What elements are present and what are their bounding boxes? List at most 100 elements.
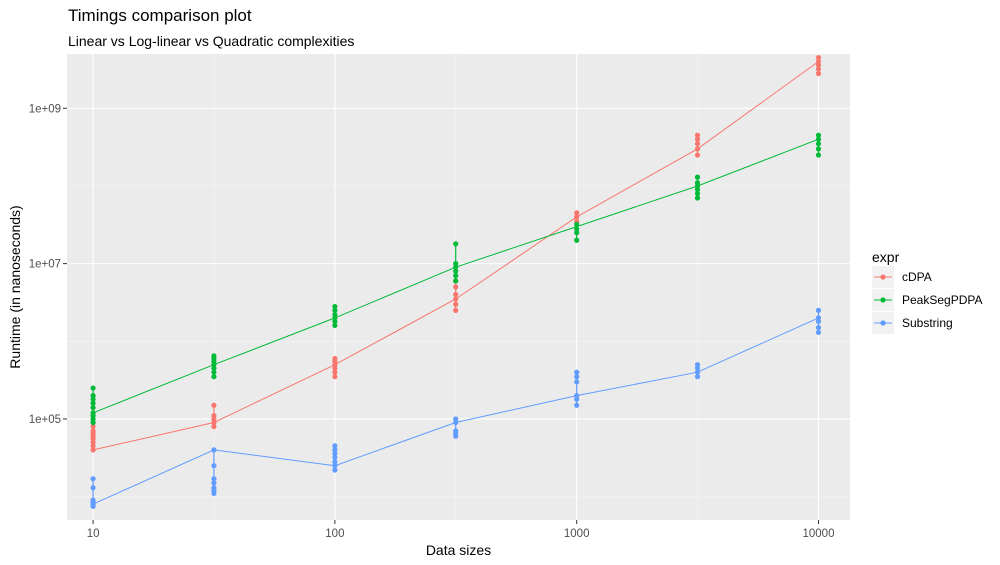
data-point: [815, 66, 822, 72]
data-point: [574, 214, 580, 220]
y-tick-label: 1e+05: [29, 414, 61, 426]
data-point: [453, 296, 459, 302]
data-point: [332, 443, 338, 449]
data-point: [694, 369, 701, 375]
data-point: [332, 307, 338, 313]
data-point: [332, 450, 338, 457]
data-point: [815, 307, 822, 313]
data-point: [211, 480, 217, 486]
data-point: [211, 476, 217, 482]
data-point: [815, 58, 822, 65]
plot-panel: [67, 54, 850, 520]
data-point: [332, 318, 338, 325]
data-point: [211, 419, 217, 426]
data-point: [815, 152, 822, 158]
data-point: [815, 315, 822, 321]
data-point: [815, 329, 822, 336]
data-point: [453, 261, 459, 267]
data-point: [453, 264, 459, 270]
data-point: [574, 379, 580, 385]
data-point: [90, 396, 96, 402]
x-axis-title: Data sizes: [426, 542, 491, 558]
data-point: [211, 402, 217, 408]
data-point: [453, 307, 459, 313]
data-point: [90, 443, 96, 449]
data-point: [574, 392, 580, 399]
data-point: [574, 374, 580, 380]
data-point: [90, 476, 96, 482]
y-tick-label: 1e+09: [29, 103, 61, 115]
data-point: [90, 419, 96, 426]
minor-gridlines: [67, 54, 850, 520]
data-point: [453, 268, 459, 274]
data-point: [574, 210, 580, 216]
data-point: [90, 410, 96, 416]
data-point: [211, 365, 217, 371]
data-point: [211, 413, 217, 419]
data-point: [332, 374, 338, 380]
chart-subtitle: Linear vs Log-linear vs Quadratic comple…: [68, 33, 355, 49]
legend-key-point: [880, 274, 886, 280]
data-point: [694, 174, 701, 180]
data-point: [694, 190, 701, 197]
data-point: [694, 152, 701, 158]
data-point: [453, 419, 459, 426]
data-point: [694, 180, 701, 186]
data-point: [453, 428, 459, 434]
data-point: [90, 485, 96, 491]
data-point: [332, 459, 338, 465]
data-point: [815, 132, 822, 138]
data-point: [332, 369, 338, 375]
data-point: [332, 322, 338, 329]
data-point: [453, 273, 459, 279]
legend-item-substring: Substring: [872, 312, 953, 334]
data-point: [815, 70, 822, 77]
data-point: [332, 312, 338, 318]
data-point: [90, 428, 96, 434]
data-point: [453, 278, 459, 284]
data-point: [453, 301, 459, 307]
legend-key-point: [880, 320, 886, 326]
data-point: [211, 353, 217, 359]
x-tick-label: 10: [87, 528, 100, 540]
data-point: [694, 132, 701, 138]
data-point: [574, 226, 580, 232]
data-point: [815, 54, 822, 61]
data-point: [332, 467, 338, 473]
data-point: [453, 284, 459, 290]
data-point: [332, 355, 338, 362]
data-point: [574, 230, 580, 236]
y-tick-label: 1e+07: [29, 259, 61, 271]
data-point: [815, 318, 822, 325]
data-point: [815, 62, 822, 68]
data-point: [211, 423, 217, 430]
data-point: [574, 369, 580, 375]
data-point: [815, 141, 822, 147]
data-point: [694, 136, 701, 142]
data-point: [574, 396, 580, 402]
data-point: [90, 400, 96, 406]
legend-label: Substring: [902, 316, 953, 330]
x-tick-label: 100: [325, 528, 344, 540]
axes: 10 100 1000 10000 1e+05 1e+07 1e+09: [29, 103, 835, 540]
series-peaksegpdpa: [90, 132, 822, 426]
chart-title: Timings comparison plot: [68, 6, 252, 25]
data-point: [332, 463, 338, 469]
data-point: [332, 454, 338, 460]
data-point: [815, 136, 822, 142]
data-point: [90, 392, 96, 399]
data-point: [90, 405, 96, 411]
y-axis-title: Runtime (in nanoseconds): [7, 205, 23, 368]
series-layer: [90, 54, 822, 509]
data-point: [332, 365, 338, 371]
data-point: [211, 374, 217, 380]
data-point: [574, 402, 580, 408]
data-point: [211, 369, 217, 375]
data-point: [332, 447, 338, 453]
data-point: [815, 325, 822, 331]
data-point: [90, 447, 96, 453]
legend-title: expr: [872, 249, 900, 265]
x-tick-label: 1000: [564, 528, 590, 540]
data-point: [90, 497, 96, 503]
